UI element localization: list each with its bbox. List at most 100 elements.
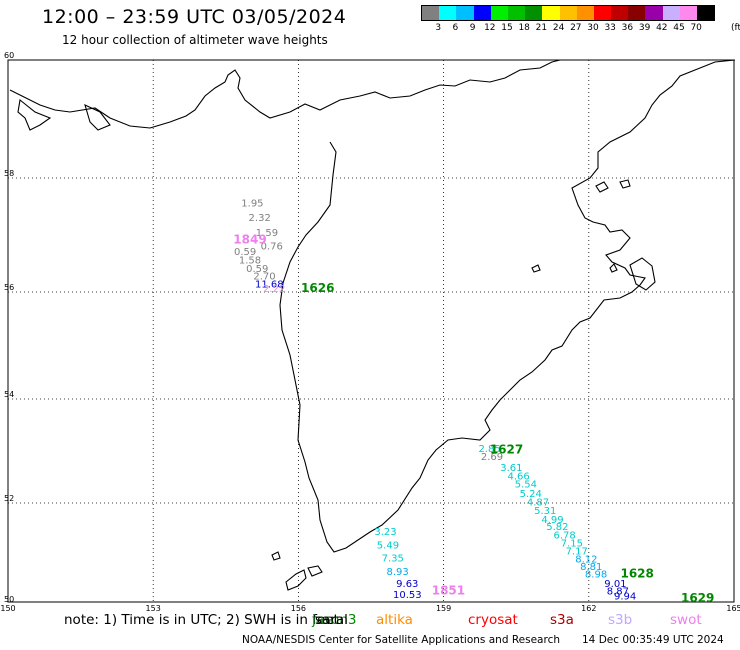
wave-height-label: 1.59 [256, 228, 278, 239]
paramushir-island-coast [285, 569, 307, 591]
track-time-label: 1627 [490, 443, 523, 457]
legend-label: 42 [656, 23, 668, 33]
wave-height-label: 8.87 [607, 587, 629, 598]
wave-height-label: 2.32 [249, 213, 271, 224]
map-title: 12:00 – 23:59 UTC 03/05/2024 [42, 6, 347, 28]
satellite-label-cryosat: cryosat [468, 612, 518, 628]
longitude-label: 165 [726, 604, 740, 613]
wave-height-label: 9.01 [604, 579, 626, 590]
wave-height-label: 2.85 [478, 444, 500, 455]
satellite-label-saral: saral [315, 612, 348, 628]
legend-label: 21 [535, 23, 548, 33]
legend-label: 6 [452, 23, 459, 33]
satellite-label-s3a: s3a [550, 612, 574, 628]
wave-height-label: 5.24 [520, 489, 542, 500]
satellite-label-s3b: s3b [608, 612, 633, 628]
map-frame [7, 59, 735, 603]
wave-height-label: 9.94 [614, 592, 636, 603]
longitude-label: 159 [436, 604, 451, 613]
wave-height-label: 1.95 [241, 199, 263, 210]
wave-height-label: 2.69 [481, 452, 503, 463]
legend-label: 15 [501, 23, 513, 33]
wave-height-label: 0.76 [261, 241, 283, 252]
legend-label: 18 [518, 23, 530, 33]
credit-text: NOAA/NESDIS Center for Satellite Applica… [242, 634, 560, 646]
small-island-3 [595, 181, 609, 193]
legend-swatch [697, 6, 715, 20]
wave-height-label: 8.93 [386, 567, 408, 578]
longitude-label: 150 [0, 604, 15, 613]
wave-height-label: 0.59 [234, 247, 256, 258]
latitude-label: 50 [4, 595, 14, 604]
wave-height-label: 1.58 [239, 256, 261, 267]
legend-swatch [422, 6, 440, 20]
legend-label: 12 [484, 23, 496, 33]
legend-swatch [559, 6, 577, 20]
legend-swatch [473, 6, 491, 20]
map-subtitle: 12 hour collection of altimeter wave hei… [62, 33, 328, 47]
track-time-label: 1851 [432, 584, 465, 598]
altimeter-tracks: 1.952.321.590.760.591.580.592.7011.682.2… [233, 199, 714, 606]
wave-height-label: 5.82 [546, 522, 568, 533]
legend-label: 36 [621, 23, 634, 33]
latitude-label: 56 [4, 283, 14, 292]
track-time-label: 1626 [301, 281, 334, 295]
note-line: note: 1) Time is in UTC; 2) SWH is in fe… [64, 612, 702, 628]
latitude-label: 58 [4, 169, 14, 178]
small-island-4 [619, 179, 631, 189]
legend-swatch [679, 6, 697, 20]
wave-height-label: 7.17 [566, 546, 588, 557]
legend-swatch [628, 6, 646, 20]
coastline [9, 59, 736, 591]
track-time-label: 1849 [233, 233, 266, 247]
legend-label: 24 [552, 23, 565, 33]
legend-label: 33 [604, 23, 616, 33]
atlasov-island-coast [271, 551, 281, 561]
legend-label: 45 [673, 23, 685, 33]
wave-height-label: 8.98 [585, 569, 607, 580]
wave-height-label: 4.66 [507, 472, 529, 483]
wave-height-label: 2.22 [263, 284, 285, 295]
shumshu-island-coast [307, 565, 323, 577]
legend-swatch [611, 6, 629, 20]
wave-height-label: 0.59 [246, 264, 268, 275]
wave-height-label: 4.99 [541, 515, 563, 526]
koni-peninsula-coast [17, 98, 52, 131]
wave-height-label: 4.87 [527, 497, 549, 508]
generation-timestamp: 14 Dec 00:35:49 UTC 2024 [582, 634, 724, 646]
latitude-label: 60 [4, 51, 14, 60]
wave-height-label: 9.63 [396, 579, 418, 590]
wave-height-label: 6.78 [553, 531, 575, 542]
track-time-label: 1628 [620, 566, 653, 580]
legend-swatch [542, 6, 560, 20]
wave-height-label: 5.54 [515, 479, 537, 490]
legend-swatch [645, 6, 663, 20]
satellite-label-jason3: jason3 [312, 612, 357, 628]
pyagina-peninsula-coast [84, 103, 111, 131]
wave-height-label: 5.49 [377, 541, 399, 552]
legend-swatch [456, 6, 474, 20]
legend-unit: (ft) [731, 23, 740, 33]
legend-swatch [507, 6, 526, 20]
legend-swatch [662, 6, 680, 20]
legend-swatch [525, 6, 543, 20]
kamchatka-coastline [279, 59, 736, 553]
latitude-label: 52 [4, 494, 14, 503]
wave-height-label: 3.23 [374, 527, 396, 538]
legend-swatch [593, 6, 612, 20]
okhotsk-north-coastline [9, 59, 561, 129]
wave-height-label: 8.12 [575, 554, 597, 565]
legend-label: 3 [435, 23, 442, 33]
note-text: note: 1) Time is in UTC; 2) SWH is in fe… [64, 612, 339, 628]
wave-height-label: 2.70 [253, 271, 275, 282]
legend-label: 30 [587, 23, 599, 33]
track-time-label: 1629 [681, 591, 714, 605]
longitude-label: 153 [146, 604, 161, 613]
wave-height-label: 8.81 [580, 562, 602, 573]
legend-swatch [439, 6, 457, 20]
satellite-label-altika: altika [376, 612, 413, 628]
